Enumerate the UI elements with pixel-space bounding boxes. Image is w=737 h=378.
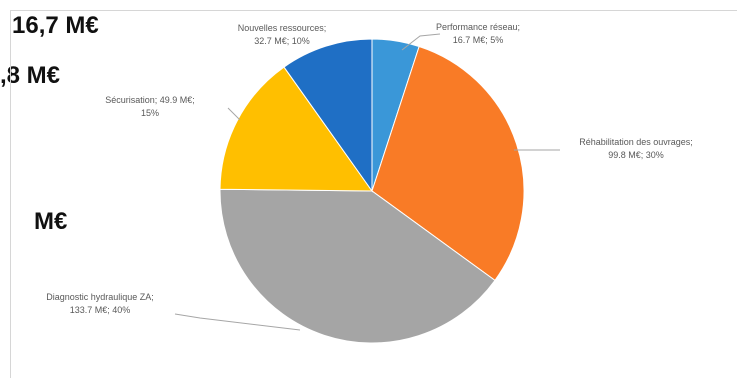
leader-line: [228, 108, 240, 120]
slice-label: Sécurisation; 49.9 M€; 15%: [105, 95, 195, 118]
slice-label: Nouvelles ressources; 32.7 M€; 10%: [238, 23, 327, 46]
leader-line: [175, 314, 300, 330]
slice-label: Performance réseau; 16.7 M€; 5%: [436, 22, 520, 45]
slice-label: Diagnostic hydraulique ZA; 133.7 M€; 40%: [46, 292, 154, 315]
slice-label: Réhabilitation des ouvrages; 99.8 M€; 30%: [579, 137, 693, 160]
